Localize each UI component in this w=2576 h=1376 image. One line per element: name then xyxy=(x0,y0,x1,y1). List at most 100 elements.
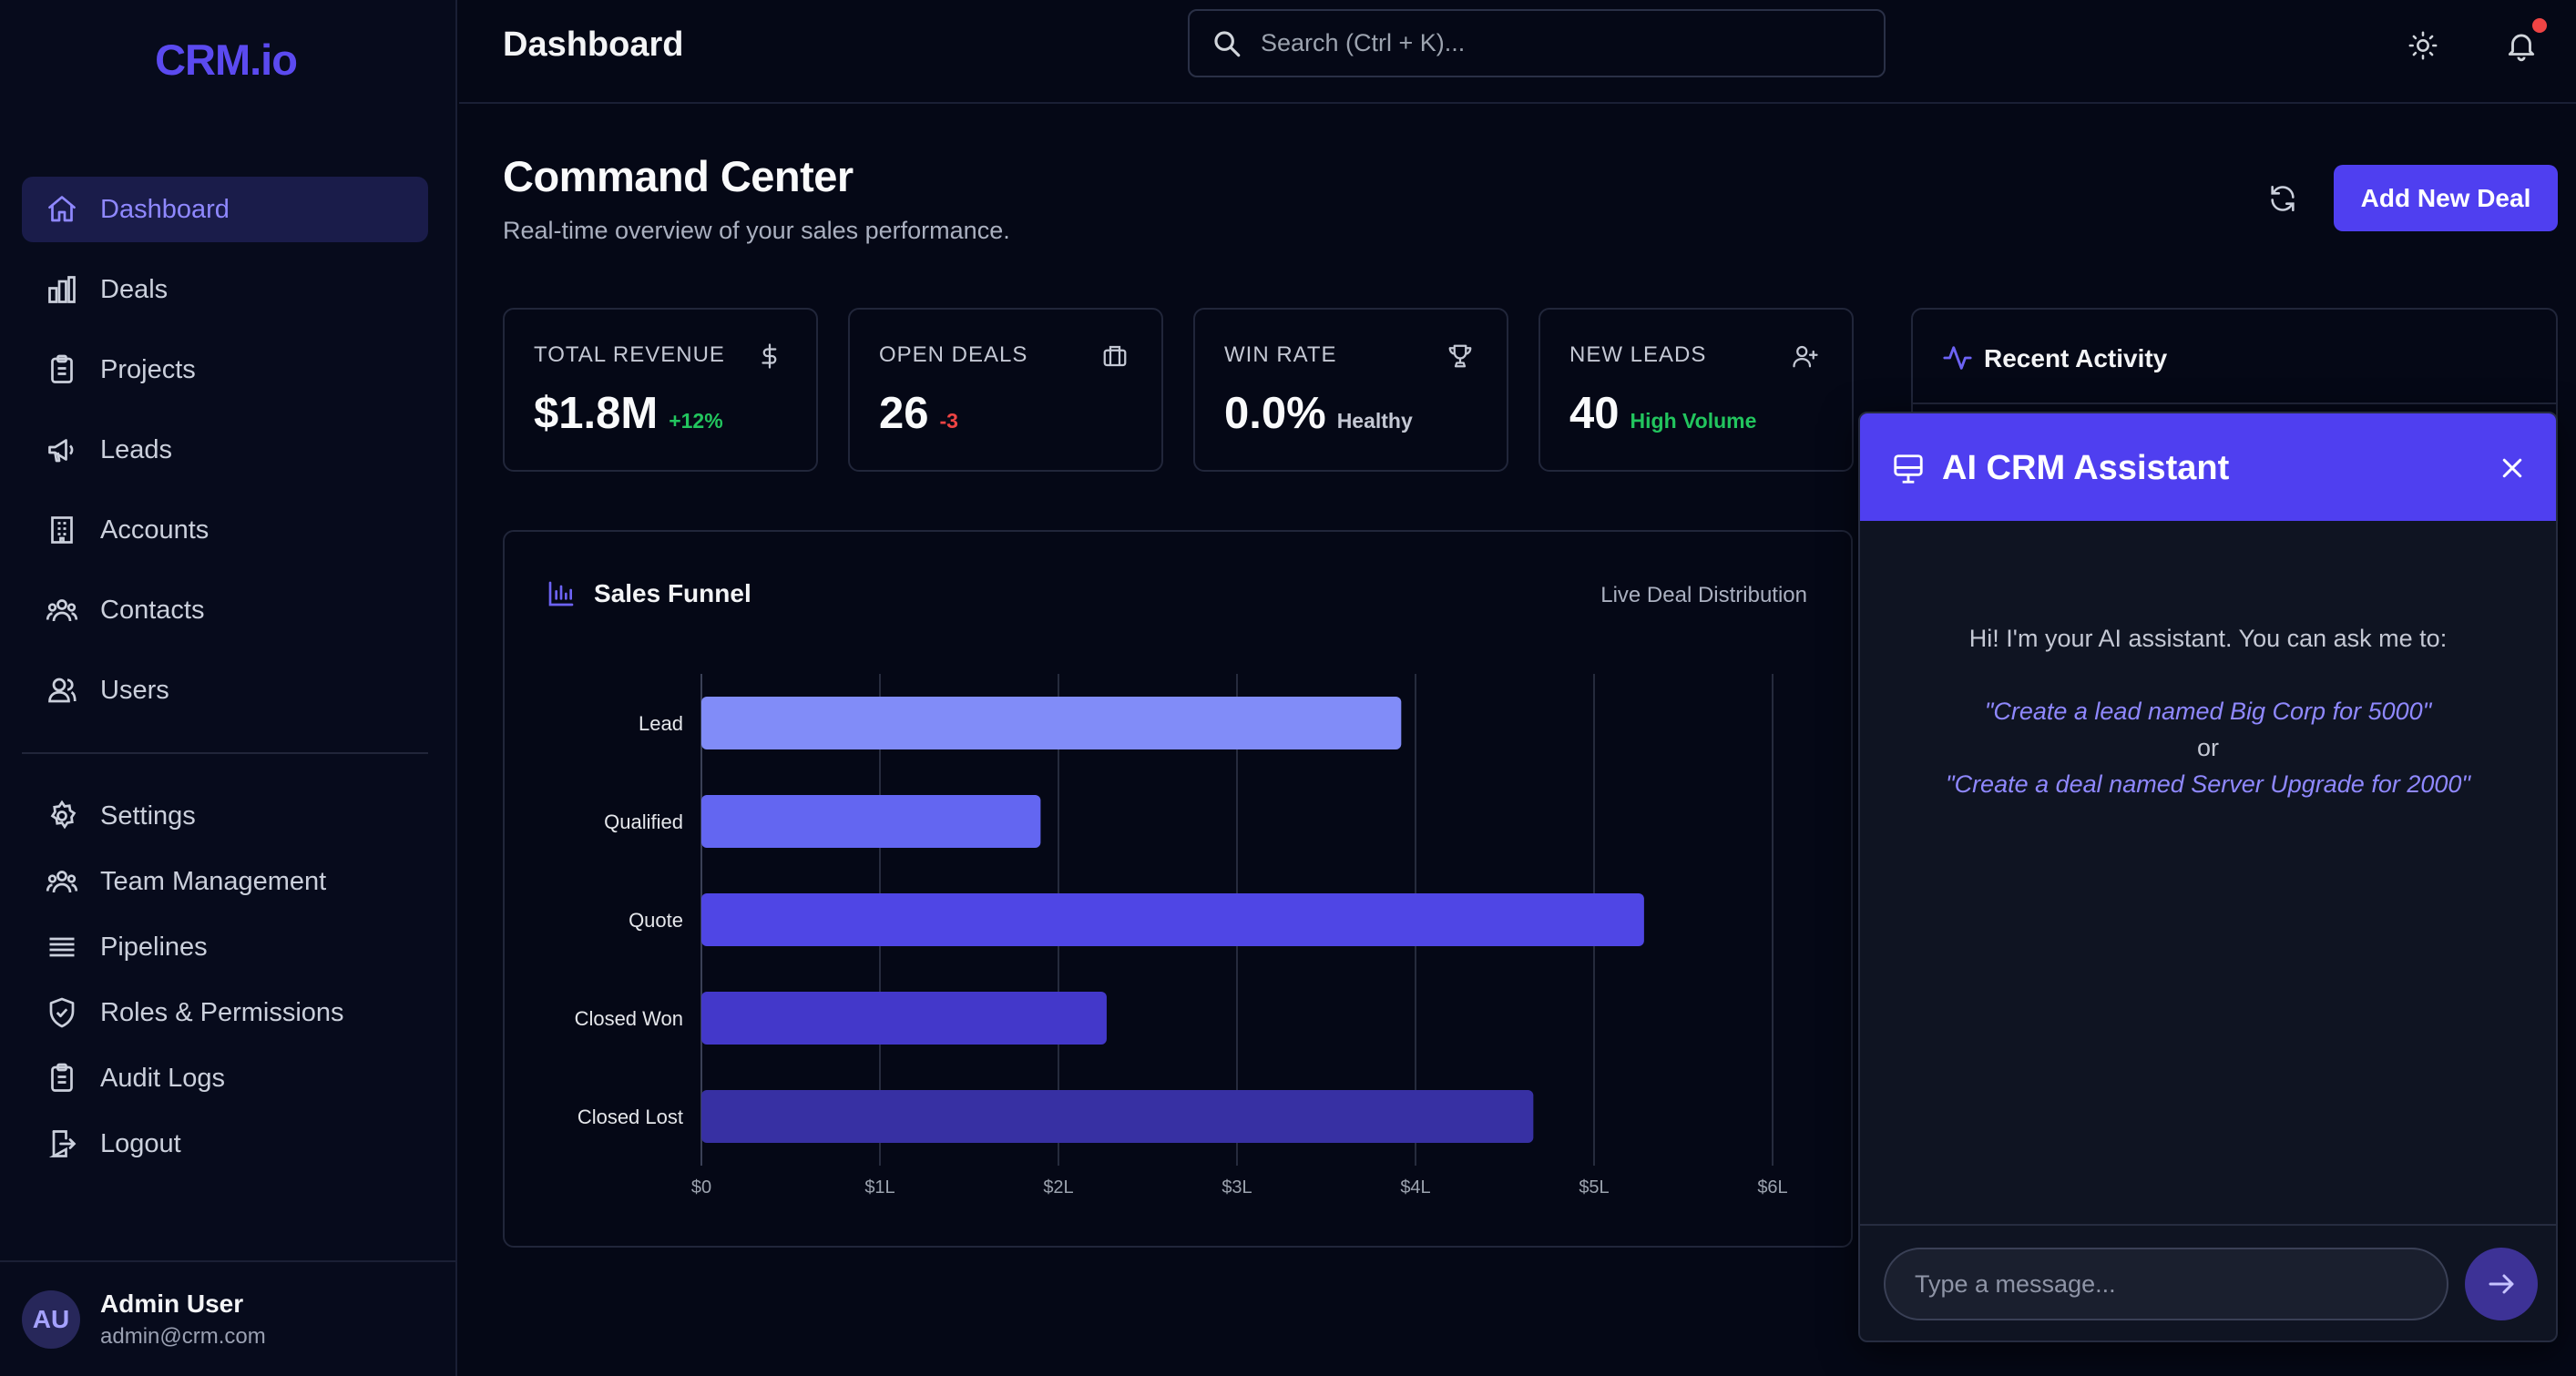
stat-label: OPEN DEALS xyxy=(879,342,1028,367)
sidebar-item-deals[interactable]: Deals xyxy=(22,257,428,322)
page-title: Dashboard xyxy=(503,25,684,64)
sidebar-item-accounts[interactable]: Accounts xyxy=(22,497,428,563)
funnel-bar[interactable] xyxy=(701,992,1107,1045)
recent-activity-header: Recent Activity xyxy=(1913,310,2556,404)
send-button[interactable] xyxy=(2465,1248,2538,1320)
sidebar-item-settings[interactable]: Settings xyxy=(22,783,428,849)
sidebar-item-logout[interactable]: Logout xyxy=(22,1111,428,1177)
stat-value-row: 0.0% Healthy xyxy=(1224,388,1413,439)
funnel-bar[interactable] xyxy=(701,893,1644,946)
sidebar-item-leads[interactable]: Leads xyxy=(22,417,428,483)
assistant-example: "Create a lead named Big Corp for 5000" xyxy=(1984,698,2432,725)
stat-value-row: 40 High Volume xyxy=(1569,388,1756,439)
users-icon xyxy=(44,592,80,628)
close-icon xyxy=(2499,454,2526,482)
sidebar-item-pipelines[interactable]: Pipelines xyxy=(22,914,428,980)
sidebar-item-label: Settings xyxy=(100,800,196,831)
sidebar-item-label: Logout xyxy=(100,1128,181,1158)
assistant-or: or xyxy=(2196,734,2219,761)
app-logo[interactable]: CRM.io xyxy=(155,36,298,84)
sidebar-item-label: Roles & Permissions xyxy=(100,997,344,1027)
x-tick-label: $3L xyxy=(1222,1177,1252,1198)
refresh-button[interactable] xyxy=(2263,178,2303,219)
sidebar-item-projects[interactable]: Projects xyxy=(22,337,428,403)
notification-badge xyxy=(2532,18,2547,33)
ai-assistant-header: AI CRM Assistant xyxy=(1860,413,2556,521)
stat-note: +12% xyxy=(669,409,723,433)
sidebar-item-label: Contacts xyxy=(100,595,205,625)
stat-value: $1.8M xyxy=(534,389,659,438)
theme-toggle-button[interactable] xyxy=(2403,25,2443,66)
sales-funnel-card: Sales Funnel Live Deal Distribution $0 $1… xyxy=(503,530,1853,1248)
list-icon xyxy=(44,929,80,965)
category-label: Closed Won xyxy=(575,1007,683,1030)
ai-assistant-footer xyxy=(1860,1224,2556,1340)
ai-assistant-messages: Hi! I'm your AI assistant. You can ask m… xyxy=(1860,521,2556,1198)
dollar-icon xyxy=(754,341,785,372)
gear-icon xyxy=(44,798,80,834)
funnel-bar[interactable] xyxy=(701,1090,1534,1143)
x-tick-label: $0 xyxy=(691,1177,711,1198)
stat-value: 40 xyxy=(1569,389,1620,438)
sidebar-item-users[interactable]: Users xyxy=(22,657,428,723)
message-input[interactable] xyxy=(1884,1248,2448,1320)
sidebar-item-label: Dashboard xyxy=(100,194,230,224)
sidebar-item-label: Leads xyxy=(100,434,173,464)
sidebar-item-label: Projects xyxy=(100,354,196,384)
stat-card-total-revenue: TOTAL REVENUE $1.8M +12% xyxy=(503,308,818,472)
bell-icon xyxy=(2504,28,2539,63)
stat-card-open-deals: OPEN DEALS 26 -3 xyxy=(848,308,1163,472)
sidebar-item-label: Deals xyxy=(100,274,169,304)
sidebar-item-contacts[interactable]: Contacts xyxy=(22,577,428,643)
sidebar-item-label: Team Management xyxy=(100,866,327,896)
sun-icon xyxy=(2407,30,2438,61)
stat-label: NEW LEADS xyxy=(1569,342,1707,367)
notifications-button[interactable] xyxy=(2501,18,2547,66)
sidebar-item-label: Pipelines xyxy=(100,932,208,962)
sidebar-item-label: Accounts xyxy=(100,515,210,545)
clipboard-icon xyxy=(44,1060,80,1096)
section-title: Command Center xyxy=(503,152,854,200)
sidebar-item-roles-permissions[interactable]: Roles & Permissions xyxy=(22,980,428,1045)
user-profile[interactable]: AU Admin User admin@crm.com xyxy=(0,1260,455,1376)
stat-note: High Volume xyxy=(1630,409,1757,433)
stat-value-row: 26 -3 xyxy=(879,388,958,439)
assistant-intro: Hi! I'm your AI assistant. You can ask m… xyxy=(1968,625,2448,652)
stat-value-row: $1.8M +12% xyxy=(534,388,723,439)
search-box[interactable] xyxy=(1188,9,1886,77)
x-tick-label: $2L xyxy=(1043,1177,1073,1198)
chart-icon xyxy=(547,579,576,608)
shield-icon xyxy=(44,994,80,1031)
add-new-deal-button[interactable]: Add New Deal xyxy=(2334,165,2558,231)
users-icon xyxy=(44,863,80,900)
category-label: Qualified xyxy=(604,810,683,833)
funnel-bar[interactable] xyxy=(701,795,1041,848)
stat-note: -3 xyxy=(939,409,958,433)
x-tick-label: $6L xyxy=(1757,1177,1787,1198)
stat-note: Healthy xyxy=(1336,409,1413,433)
monitor-icon xyxy=(1891,452,1926,486)
bar-chart-icon xyxy=(44,271,80,308)
trophy-icon xyxy=(1445,341,1476,372)
funnel-bar[interactable] xyxy=(701,697,1402,749)
category-label: Closed Lost xyxy=(578,1106,683,1128)
refresh-icon xyxy=(2267,183,2298,214)
sidebar: CRM.io Dashboard Deals Projects Leads Ac… xyxy=(0,0,457,1376)
stat-value: 26 xyxy=(879,389,929,438)
recent-activity-title: Recent Activity xyxy=(1984,344,2168,372)
megaphone-icon xyxy=(44,432,80,468)
sidebar-item-dashboard[interactable]: Dashboard xyxy=(22,177,428,242)
arrow-right-icon xyxy=(2485,1268,2518,1300)
category-label: Quote xyxy=(629,909,683,932)
search-input[interactable] xyxy=(1261,29,1844,57)
section-subtitle: Real-time overview of your sales perform… xyxy=(503,217,1010,244)
avatar: AU xyxy=(22,1289,80,1349)
category-label: Lead xyxy=(639,712,683,735)
stat-card-new-leads: NEW LEADS 40 High Volume xyxy=(1538,308,1854,472)
assistant-example: "Create a deal named Server Upgrade for … xyxy=(1945,770,2470,798)
sidebar-item-audit-logs[interactable]: Audit Logs xyxy=(22,1045,428,1111)
sales-funnel-title: Sales Funnel xyxy=(594,579,751,607)
stat-label: WIN RATE xyxy=(1224,342,1337,367)
close-button[interactable] xyxy=(2496,452,2529,484)
sidebar-item-team-management[interactable]: Team Management xyxy=(22,849,428,914)
